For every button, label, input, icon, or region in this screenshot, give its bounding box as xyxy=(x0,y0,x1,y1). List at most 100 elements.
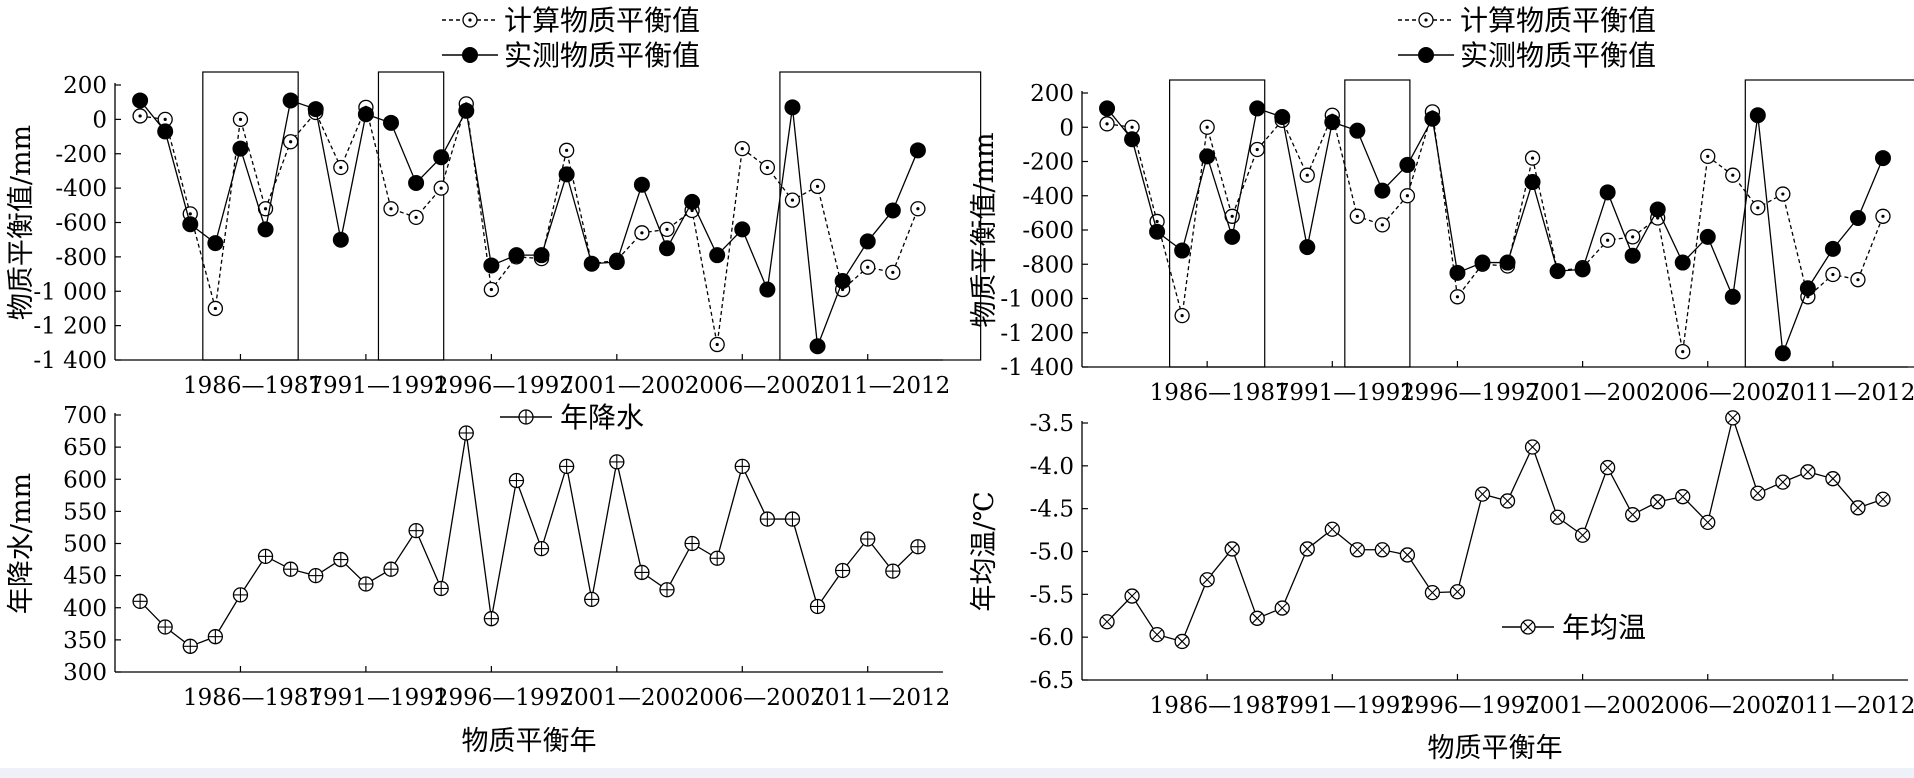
data-point xyxy=(558,142,575,158)
data-point xyxy=(1374,182,1391,199)
x-tick-label: 2006—2007 xyxy=(1650,380,1790,406)
x-tick-label: 2001—2002 xyxy=(1525,380,1665,406)
y-tick-label: -800 xyxy=(1022,252,1074,278)
y-tick-label: -3.5 xyxy=(1030,411,1074,437)
x-tick-label: 2006—2007 xyxy=(685,685,825,711)
data-point xyxy=(859,233,876,250)
x-tick-label: 2001—2002 xyxy=(559,373,699,399)
data-point xyxy=(1849,210,1866,227)
data-point xyxy=(709,336,725,353)
y-tick-label: -5.0 xyxy=(1030,540,1074,566)
data-point xyxy=(1249,141,1265,158)
y-axis-label: 年降水/mm xyxy=(6,473,37,614)
data-point xyxy=(834,272,851,289)
legend-left: 计算物质平衡值 实测物质平衡值 xyxy=(442,4,700,72)
y-axis-label: 年均温/℃ xyxy=(969,491,1000,611)
y-axis-label: 物质平衡值/mm xyxy=(6,125,37,320)
data-point xyxy=(483,257,500,274)
x-tick-label: 1991—1992 xyxy=(308,373,448,399)
x-tick-label: 1996—1997 xyxy=(1400,380,1540,406)
data-point xyxy=(433,149,450,166)
data-point xyxy=(1825,471,1841,487)
bottom-strip xyxy=(0,768,1914,778)
data-point xyxy=(157,123,174,140)
data-point xyxy=(458,425,474,441)
y-tick-label: -1 000 xyxy=(33,279,107,305)
data-point xyxy=(1825,266,1841,283)
y-axis-label: 物质平衡值/mm xyxy=(969,132,1000,327)
series-line-0 xyxy=(139,432,919,648)
data-point xyxy=(207,629,224,645)
highlight-box xyxy=(377,71,445,361)
x-tick-label: 2011—2012 xyxy=(1775,380,1914,406)
y-tick-label: -6.5 xyxy=(1030,668,1074,694)
data-point xyxy=(1174,242,1191,259)
y-tick-label: -200 xyxy=(1022,150,1074,176)
data-point xyxy=(809,178,826,195)
legend-temp: 年均温 xyxy=(1502,611,1646,644)
y-tick-label: 0 xyxy=(1059,115,1074,141)
y-tick-label: -4.5 xyxy=(1030,497,1074,523)
data-point xyxy=(910,539,926,555)
y-tick-label: -200 xyxy=(55,142,107,168)
data-point xyxy=(458,102,475,119)
data-point xyxy=(1349,208,1365,224)
data-point xyxy=(684,193,701,210)
data-point xyxy=(132,593,148,609)
data-point xyxy=(1549,263,1566,280)
data-point xyxy=(1199,148,1216,165)
data-point xyxy=(909,142,926,159)
data-point xyxy=(1624,247,1641,264)
data-point xyxy=(634,564,650,581)
data-point xyxy=(433,580,449,597)
data-point xyxy=(609,454,625,470)
data-point xyxy=(1199,572,1215,588)
x-tick-label: 1996—1997 xyxy=(434,685,574,711)
data-point xyxy=(1800,464,1816,480)
data-point xyxy=(558,458,575,475)
x-tick-label: 1991—1992 xyxy=(308,685,448,711)
data-point xyxy=(659,240,675,257)
data-point xyxy=(734,140,750,157)
y-tick-label: 450 xyxy=(63,564,107,590)
data-point xyxy=(1574,261,1591,278)
series-line-1 xyxy=(139,99,919,347)
data-point xyxy=(1399,156,1416,173)
data-point xyxy=(709,550,725,566)
y-tick-label: -1 400 xyxy=(1000,355,1074,381)
data-point xyxy=(709,247,726,264)
x-tick-label: 2011—2012 xyxy=(1775,693,1914,719)
data-point xyxy=(633,176,650,193)
data-point xyxy=(182,216,199,233)
x-tick-label: 2011—2012 xyxy=(810,373,950,399)
chart-panel-mb-right: 200 0 -200 -400 -600 -800 -1 000 -1 200 -1 400 19… xyxy=(969,79,1914,406)
data-point xyxy=(734,221,751,238)
data-point xyxy=(1599,184,1616,201)
data-point xyxy=(884,202,901,219)
data-point xyxy=(1824,240,1841,257)
legend-label-calculated: 计算物质平衡值 xyxy=(504,4,700,37)
data-point xyxy=(659,582,675,598)
y-tick-label: -5.5 xyxy=(1030,582,1074,608)
x-tick-label: 2011—2012 xyxy=(810,685,950,711)
data-point xyxy=(1799,280,1816,297)
highlight-box xyxy=(1344,79,1411,368)
data-point xyxy=(483,281,500,298)
data-point xyxy=(1775,474,1791,490)
y-tick-label: 500 xyxy=(63,532,107,558)
y-tick-label: 200 xyxy=(1030,81,1074,107)
legend-right: 计算物质平衡值 实测物质平衡值 xyxy=(1398,4,1656,72)
data-point xyxy=(860,259,876,275)
data-point xyxy=(1524,174,1541,191)
data-point xyxy=(1224,541,1240,557)
data-point xyxy=(207,300,224,317)
data-point xyxy=(232,587,249,603)
data-point xyxy=(408,174,425,191)
data-point xyxy=(1699,228,1716,245)
data-point xyxy=(558,166,575,183)
data-point xyxy=(759,511,776,527)
data-point xyxy=(784,99,801,116)
data-point xyxy=(1124,588,1140,604)
data-point xyxy=(1299,541,1315,557)
y-tick-label: 400 xyxy=(63,596,107,622)
